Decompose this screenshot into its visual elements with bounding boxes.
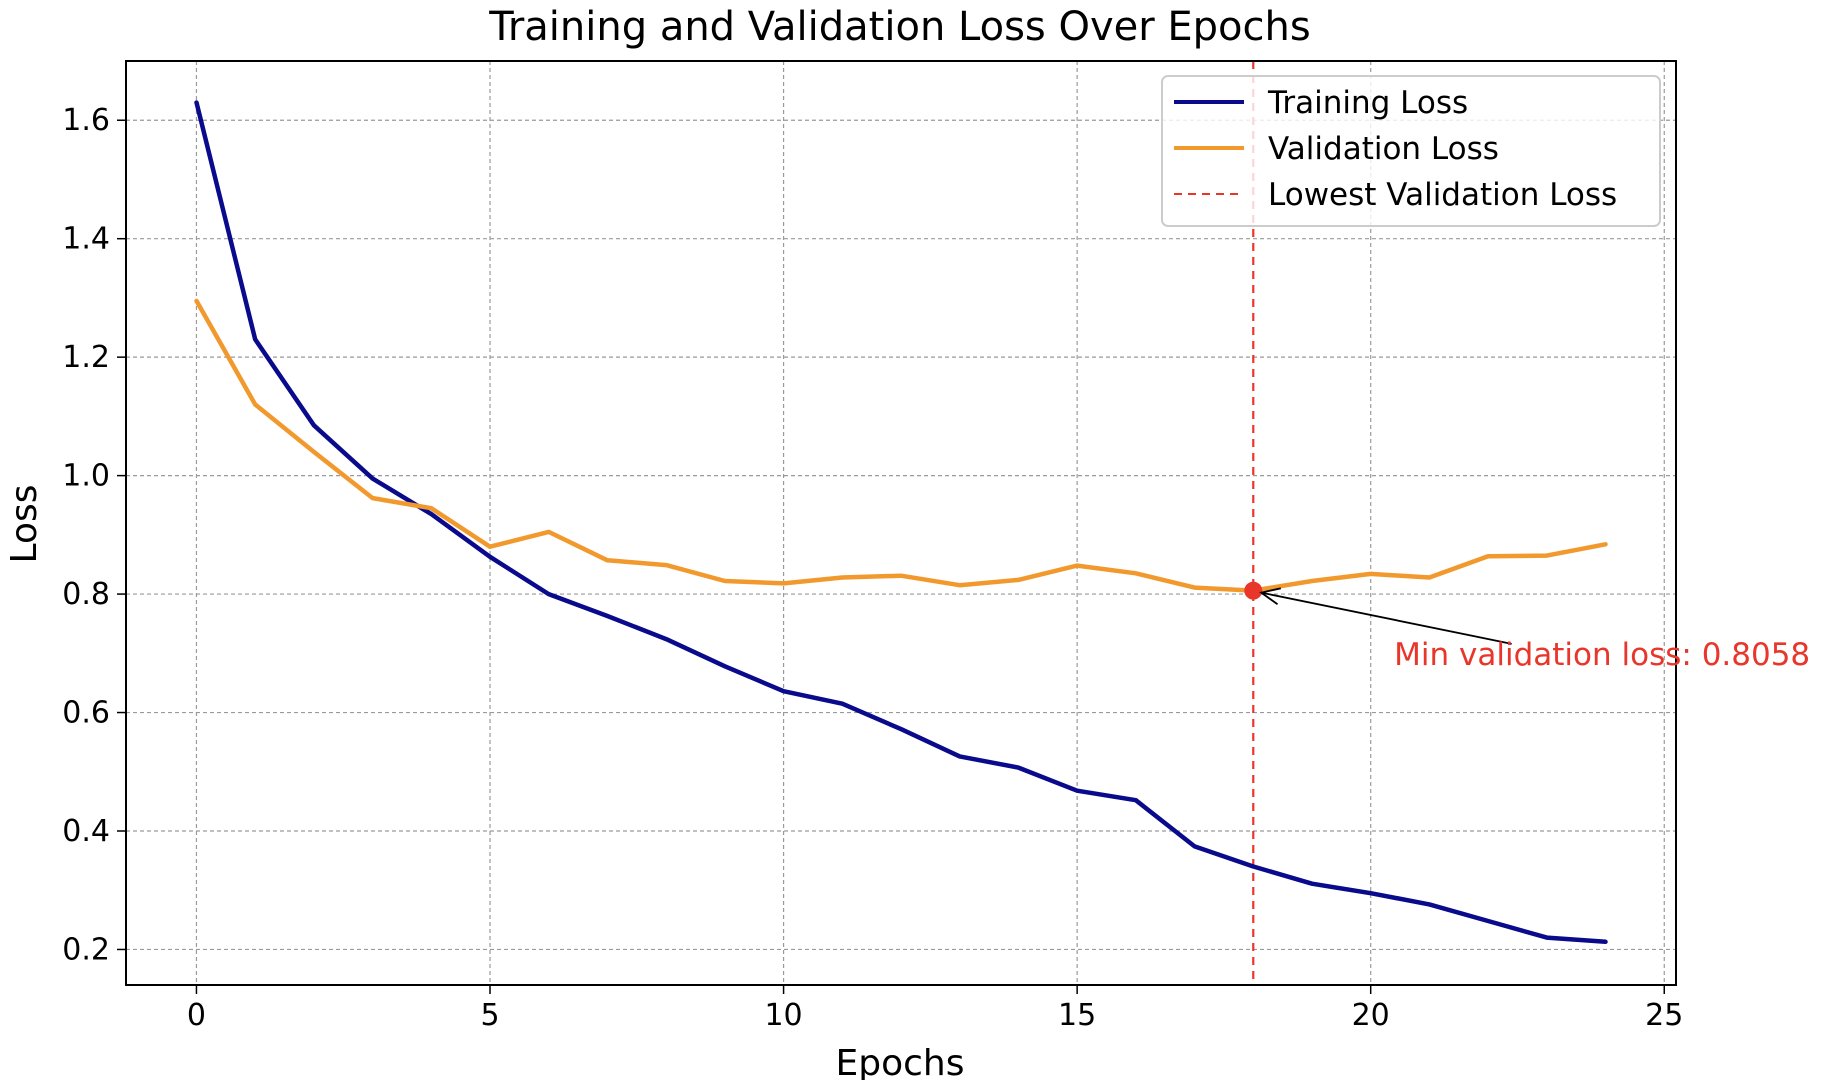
x-axis-label: Epochs xyxy=(836,1043,965,1080)
x-tick-label: 10 xyxy=(764,998,802,1033)
min-validation-point xyxy=(1244,581,1263,600)
legend-label-training-loss: Training Loss xyxy=(1267,85,1468,121)
y-axis-label: Loss xyxy=(4,485,45,564)
y-tick-label: 1.4 xyxy=(62,222,110,257)
x-tick-label: 5 xyxy=(480,998,499,1033)
x-tick-label: 20 xyxy=(1352,998,1390,1033)
axis-ticks: 0 5 10 15 20 25 0.2 0.4 0.6 0.8 1.0 1.2 1.4 1.6 xyxy=(62,103,1683,1033)
min-loss-annotation: Min validation loss: 0.8058 xyxy=(1394,637,1810,673)
chart-title: Training and Validation Loss Over Epochs xyxy=(488,4,1310,50)
y-tick-label: 0.6 xyxy=(62,696,110,731)
annotation-arrowhead xyxy=(1259,587,1281,606)
y-tick-label: 1.2 xyxy=(62,340,110,375)
series-line-training-loss xyxy=(194,100,1608,945)
legend: Training Loss Validation Loss Lowest Val… xyxy=(1161,75,1661,227)
legend-box xyxy=(1161,75,1661,227)
series-line-validation-loss xyxy=(194,298,1608,593)
legend-label-lowest-validation-loss: Lowest Validation Loss xyxy=(1268,177,1617,213)
x-tick-label: 25 xyxy=(1645,998,1683,1033)
y-tick-label: 0.4 xyxy=(62,814,110,849)
y-tick-label: 1.0 xyxy=(62,459,110,494)
legend-label-validation-loss: Validation Loss xyxy=(1268,131,1499,167)
y-tick-label: 1.6 xyxy=(62,103,110,138)
marker-layer xyxy=(1244,581,1512,645)
plot-frame xyxy=(125,60,1677,986)
y-tick-label: 0.2 xyxy=(62,932,110,967)
x-tick-label: 0 xyxy=(187,998,206,1033)
x-tick-label: 15 xyxy=(1058,998,1096,1033)
y-tick-label: 0.8 xyxy=(62,577,110,612)
annotation-arrow xyxy=(1261,591,1512,645)
